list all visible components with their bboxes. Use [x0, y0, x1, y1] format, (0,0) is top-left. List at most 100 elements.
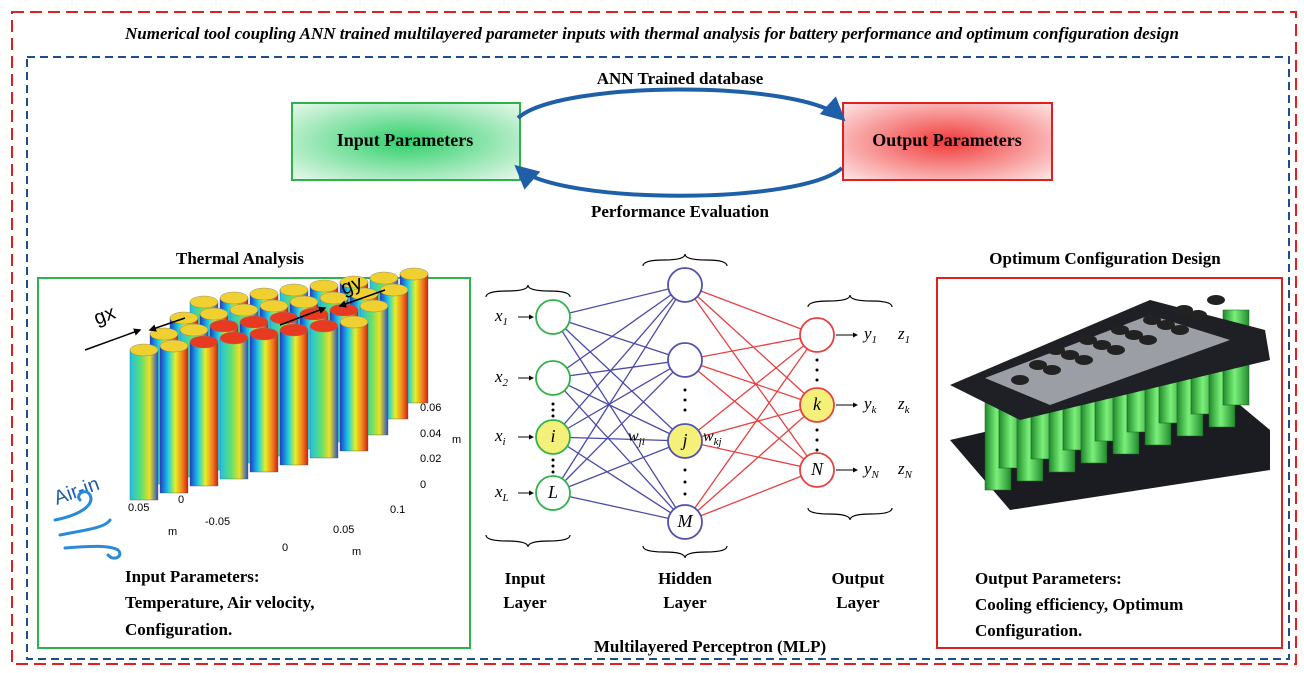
weight-line — [684, 359, 818, 406]
thermal-heading: Thermal Analysis — [176, 249, 304, 268]
weight-line — [684, 334, 818, 523]
weight-line — [552, 436, 686, 442]
pack-hole — [1175, 305, 1193, 315]
cell-top — [239, 315, 269, 329]
hidden-node — [667, 504, 703, 540]
pack-hole — [1093, 340, 1111, 350]
cell — [219, 337, 249, 480]
symbol: x — [494, 482, 503, 501]
ann-bottom-label: Performance Evaluation — [591, 202, 770, 221]
cell-top — [229, 303, 259, 317]
subscript: k — [872, 404, 878, 416]
weight-line — [552, 359, 686, 379]
output-symbol: yk — [862, 394, 878, 416]
weight-line — [684, 284, 818, 336]
weight-symbol: wji — [628, 428, 645, 448]
y-tick: 0 — [178, 494, 184, 506]
weight-line — [684, 440, 818, 471]
weight-line — [552, 316, 686, 523]
weight-line — [552, 377, 686, 442]
layer-label: Input — [505, 569, 546, 588]
pack-hole — [1157, 320, 1175, 330]
input-symbol: x1 — [494, 306, 508, 328]
layer-label: Layer — [503, 593, 547, 612]
hidden-node-label: j — [680, 430, 687, 450]
gap-arrow — [279, 306, 327, 326]
cell-top — [249, 287, 279, 301]
pack-hole — [1029, 360, 1047, 370]
symbol: y — [862, 459, 872, 478]
cell-top — [199, 307, 229, 321]
weight-line — [684, 404, 818, 442]
pack-hole — [1011, 375, 1029, 385]
cell — [279, 329, 309, 466]
output-node — [799, 387, 835, 423]
thermal-caption: Temperature, Air velocity, — [125, 593, 315, 612]
cell-top — [189, 335, 219, 349]
weight-line — [552, 284, 686, 318]
symbol: x — [494, 306, 503, 325]
cell-top — [359, 299, 389, 313]
symbol: z — [897, 394, 905, 413]
pack-hole — [1207, 295, 1225, 305]
subscript: N — [904, 469, 913, 481]
subscript: k — [905, 404, 911, 416]
input-box — [291, 102, 521, 181]
output-symbol: zk — [897, 394, 911, 416]
z-unit: m — [452, 434, 461, 446]
layer-brace — [485, 284, 571, 298]
design-heading: Optimum Configuration Design — [989, 249, 1221, 268]
layer-brace — [807, 507, 893, 521]
cell-top — [159, 339, 189, 353]
loop-arrow — [516, 87, 846, 122]
cell-top — [339, 275, 369, 289]
symbol: w — [703, 428, 714, 445]
weight-line — [552, 284, 686, 379]
y-unit: m — [168, 526, 177, 538]
output-symbol: yN — [862, 459, 880, 481]
pack-hole — [1171, 325, 1189, 335]
x-tick: 0.1 — [390, 504, 405, 516]
ellipsis-dot — [551, 458, 555, 462]
ellipsis-dot — [815, 378, 819, 382]
cell-top — [399, 267, 429, 281]
cell-top — [379, 283, 409, 297]
cell-top — [259, 299, 289, 313]
gap-arrow — [84, 328, 142, 351]
pack-hole — [1189, 310, 1207, 320]
cell-top — [149, 327, 179, 341]
symbol: x — [494, 367, 503, 386]
output-box — [842, 102, 1053, 181]
pack-hole — [1043, 365, 1061, 375]
subscript: 1 — [503, 316, 509, 328]
layer-brace — [485, 534, 571, 548]
weight-line — [552, 284, 686, 438]
gap-arrow — [338, 289, 386, 308]
output-box-label: Output Parameters — [872, 130, 1021, 150]
weight-line — [684, 359, 818, 471]
ellipsis-dot — [683, 492, 687, 496]
ellipsis-dot — [551, 464, 555, 468]
cell-top — [219, 291, 249, 305]
airflow-label: Air-in — [51, 473, 102, 510]
output-node — [799, 452, 835, 488]
subscript: 1 — [905, 334, 911, 346]
cell-top — [179, 323, 209, 337]
ellipsis-dot — [551, 470, 555, 474]
layer-brace — [807, 294, 893, 308]
inner-frame — [26, 56, 1290, 660]
cell — [129, 349, 159, 501]
ellipsis-dot — [815, 438, 819, 442]
layer-label: Layer — [663, 593, 707, 612]
ellipsis-dot — [683, 398, 687, 402]
subscript: N — [871, 469, 880, 481]
input-symbol: x2 — [494, 367, 509, 389]
z-tick: 0.04 — [420, 428, 441, 440]
airflow-icon — [63, 544, 122, 560]
weight-symbol: wkj — [703, 428, 722, 448]
z-tick: 0 — [420, 479, 426, 491]
subscript: L — [502, 492, 509, 504]
y-tick: -0.05 — [205, 516, 230, 528]
